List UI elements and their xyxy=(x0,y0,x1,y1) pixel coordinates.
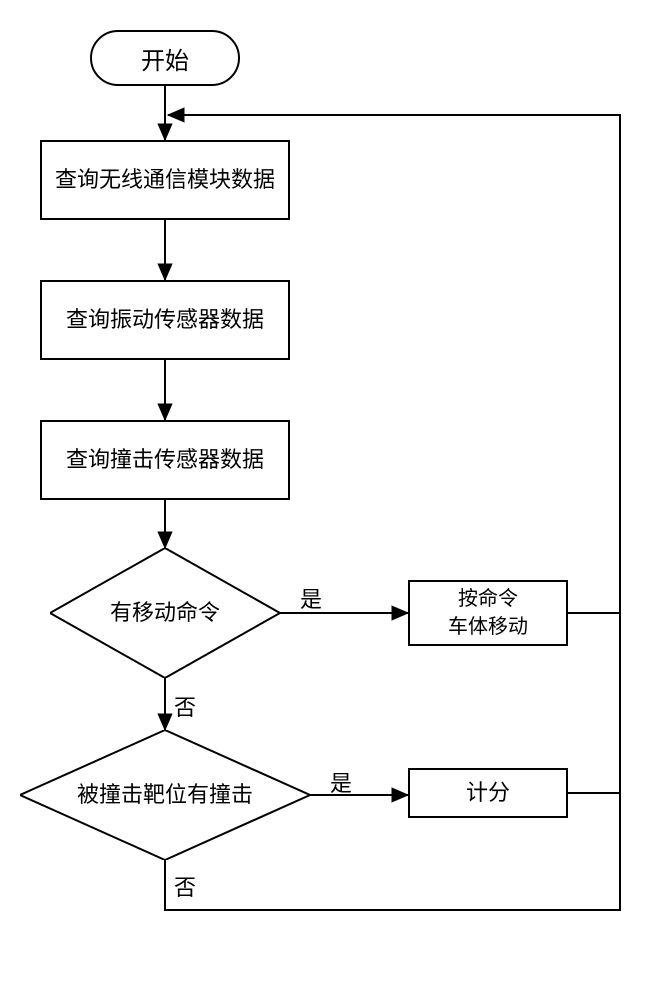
node-query-impact-label: 查询撞击传感器数据 xyxy=(66,445,264,476)
node-query-impact: 查询撞击传感器数据 xyxy=(40,420,290,500)
node-action-score: 计分 xyxy=(408,768,568,818)
node-query-wireless-label: 查询无线通信模块数据 xyxy=(55,165,275,196)
node-decision-move-cmd-label: 有移动命令 xyxy=(110,598,220,628)
label-d1-no: 否 xyxy=(174,690,196,722)
node-decision-hit-label: 被撞击靶位有撞击 xyxy=(77,780,253,810)
node-query-vibration-label: 查询振动传感器数据 xyxy=(66,305,264,336)
node-query-vibration: 查询振动传感器数据 xyxy=(40,280,290,360)
flowchart-canvas: 开始 查询无线通信模块数据 查询振动传感器数据 查询撞击传感器数据 有移动命令 … xyxy=(0,0,654,1000)
node-decision-move-cmd: 有移动命令 xyxy=(50,548,280,678)
node-action-score-label: 计分 xyxy=(466,778,510,809)
label-d2-no: 否 xyxy=(174,870,196,902)
node-start: 开始 xyxy=(90,30,240,86)
node-decision-hit: 被撞击靶位有撞击 xyxy=(20,730,310,860)
node-query-wireless: 查询无线通信模块数据 xyxy=(40,140,290,220)
label-d2-yes: 是 xyxy=(330,766,352,798)
node-action-move-label: 按命令 车体移动 xyxy=(448,585,528,641)
node-start-label: 开始 xyxy=(141,41,189,76)
node-action-move: 按命令 车体移动 xyxy=(408,580,568,646)
label-d1-yes: 是 xyxy=(300,582,322,614)
